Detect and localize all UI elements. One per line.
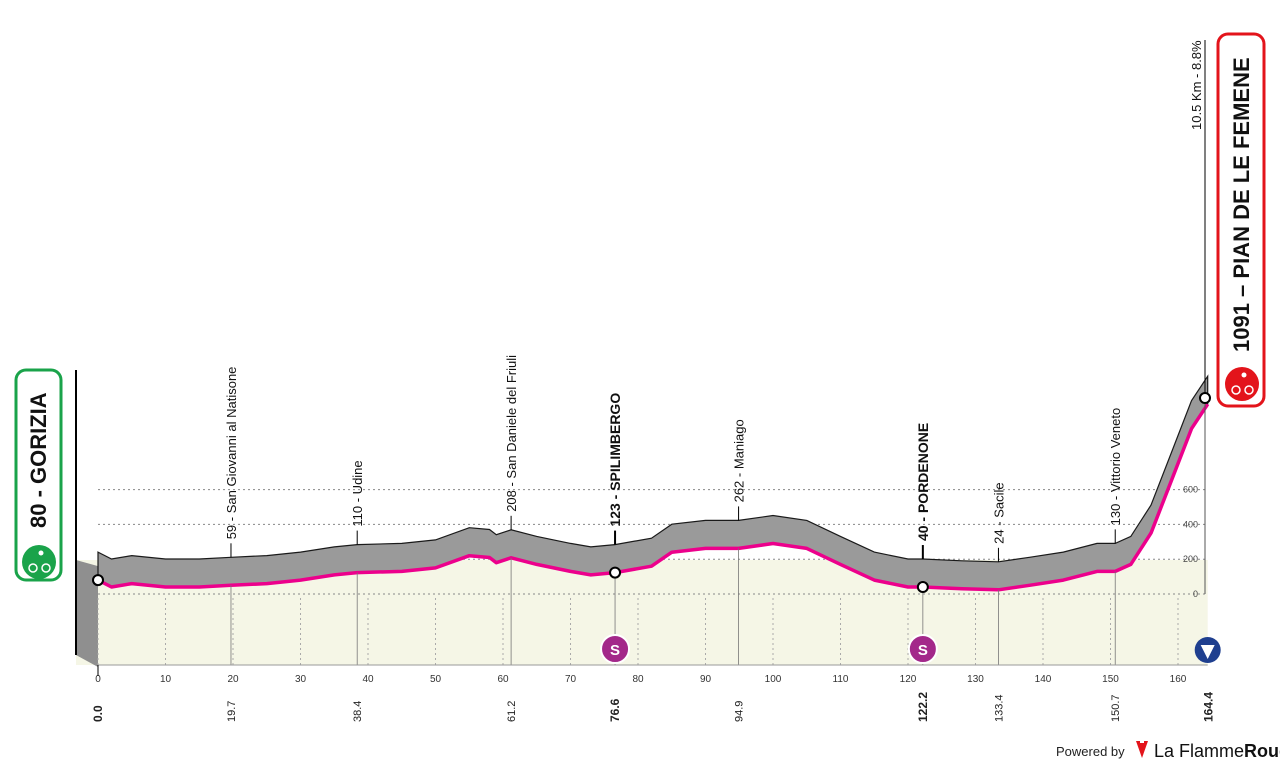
finish-climb-label: 10.5 Km - 8.8% — [1189, 40, 1204, 130]
x-tick-80: 80 — [632, 674, 644, 685]
x-tick-130: 130 — [967, 674, 984, 685]
footer-branding: Powered by La FlammeRouge — [1056, 740, 1280, 761]
powered-by-text: Powered by — [1056, 744, 1125, 759]
y-tick-0: 0 — [1193, 589, 1198, 599]
sprint-icon-1 — [907, 634, 938, 664]
waypoint-label-4: 262 - Maniago — [732, 419, 747, 502]
waypoint-km-0: 19.7 — [226, 701, 238, 722]
start-badge-frame — [14, 368, 63, 582]
start-cliff — [76, 560, 98, 667]
finish-wheel-rear-icon — [1231, 385, 1241, 395]
sprint-letter-0: S — [610, 642, 620, 659]
start-cyclist-icon — [22, 545, 56, 579]
brand-name-bold: Rouge — [1244, 741, 1280, 761]
waypoint-dot-5 — [916, 581, 929, 594]
y-tick-600: 600 — [1183, 485, 1198, 495]
x-tick-30: 30 — [295, 674, 307, 685]
y-tick-400: 400 — [1183, 519, 1198, 529]
x-tick-150: 150 — [1102, 674, 1119, 685]
profile-relief — [97, 374, 1209, 591]
waypoint-label-0: 59 - San Giovanni al Natisone — [224, 367, 239, 540]
x-tick-10: 10 — [160, 674, 172, 685]
start-wheel-front-icon — [41, 563, 51, 573]
waypoint-km-5: 122.2 — [916, 692, 930, 722]
x-tick-120: 120 — [900, 674, 917, 685]
x-tick-40: 40 — [362, 674, 374, 685]
altitude-grid — [97, 489, 1205, 665]
x-tick-50: 50 — [430, 674, 442, 685]
waypoint-label-7: 130 - Vittorio Veneto — [1108, 408, 1123, 526]
waypoint-km-3: 76.6 — [608, 698, 622, 722]
profile-shape — [97, 374, 1209, 591]
y-tick-200: 200 — [1183, 554, 1198, 564]
x-tick-140: 140 — [1035, 674, 1052, 685]
altitude-axis: 0 200 400 600 — [1183, 404, 1206, 599]
waypoints: 59 - San Giovanni al Natisone 19.7 110 - U… — [224, 355, 1123, 722]
waypoint-label-2: 208 - San Daniele del Friuli — [504, 355, 519, 512]
start-dot — [92, 574, 104, 587]
km-axis: 0 10 20 30 40 50 60 70 80 90 100 110 120 130 140 150 160… — [91, 664, 1216, 722]
road-path — [97, 403, 1210, 592]
ground-area — [75, 370, 1208, 667]
finish-dot — [1199, 392, 1211, 404]
finish-badge: 1091 – PIAN DE LE FEMENE 10.5 Km - 8.8% — [1189, 32, 1266, 663]
flamme-rouge-logo-icon — [1136, 740, 1148, 758]
x-tick-20: 20 — [227, 674, 239, 685]
waypoint-label-1: 110 - Udine — [350, 460, 365, 526]
waypoint-km-6: 133.4 — [993, 694, 1005, 722]
x-tick-90: 90 — [700, 674, 712, 685]
x-tick-0: 0 — [95, 674, 101, 685]
x-tick-110: 110 — [833, 674, 849, 685]
start-badge: 80 - GORIZIA — [14, 368, 104, 587]
finish-city-label: 1091 – PIAN DE LE FEMENE — [1229, 57, 1254, 352]
waypoint-label-5: 40 - PORDENONE — [915, 423, 931, 541]
x-tick-60: 60 — [497, 674, 509, 685]
waypoint-km-2: 61.2 — [506, 701, 518, 722]
x-tick-100: 100 — [765, 674, 782, 685]
finish-wheel-front-icon — [1244, 385, 1254, 395]
waypoint-km-1: 38.4 — [352, 701, 364, 722]
start-city-label: 80 - GORIZIA — [26, 392, 51, 528]
sprint-icon-0 — [600, 634, 631, 664]
finish-cyclist-icon — [1225, 367, 1259, 401]
start-rider-head-icon — [38, 550, 44, 556]
x-tick-70: 70 — [565, 674, 577, 685]
waypoint-km-4: 94.9 — [734, 701, 746, 722]
sprint-letter-1: S — [918, 642, 928, 659]
finish-rider-head-icon — [1241, 372, 1247, 378]
waypoint-label-6: 24 - Sacile — [991, 482, 1006, 543]
finish-triangle-icon — [1200, 645, 1215, 659]
road-line — [97, 403, 1210, 592]
x-tick-160: 160 — [1170, 674, 1187, 685]
finish-badge-frame — [1216, 32, 1266, 408]
waypoint-dot-3 — [609, 566, 622, 579]
start-wheel-rear-icon — [28, 563, 38, 573]
brand-name-light: La Flamme — [1154, 741, 1244, 761]
brand-name: La FlammeRouge — [1154, 741, 1280, 761]
finish-km: 164.4 — [1202, 692, 1216, 722]
start-km: 0.0 — [91, 705, 105, 722]
waypoint-label-3: 123 - SPILIMBERGO — [607, 393, 623, 527]
waypoint-km-7: 150.7 — [1110, 694, 1122, 722]
